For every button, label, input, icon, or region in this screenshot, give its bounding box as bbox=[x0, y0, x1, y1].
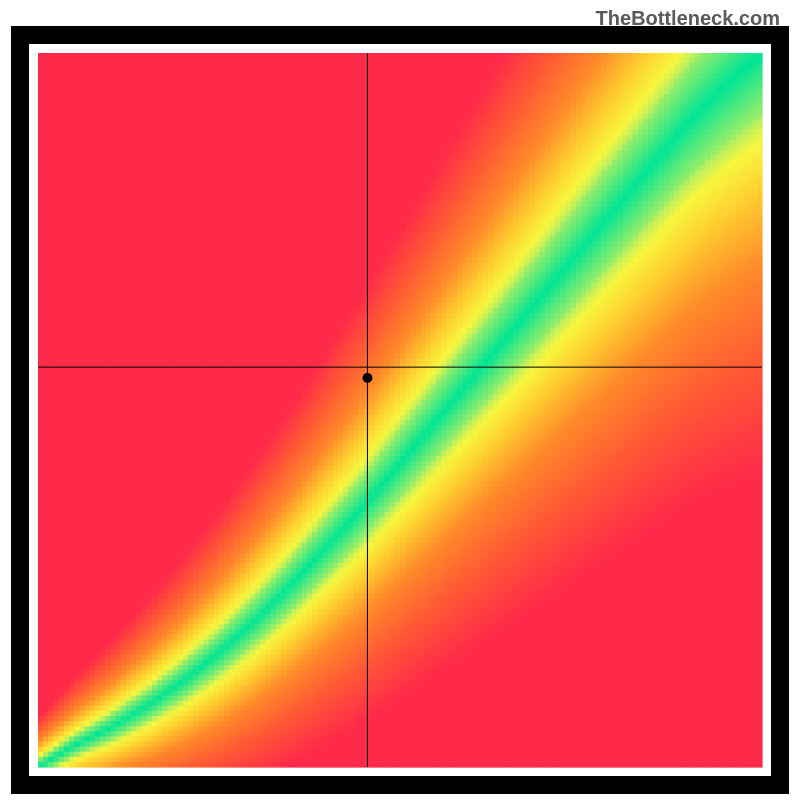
heatmap-cells bbox=[38, 53, 763, 768]
chart-container: TheBottleneck.com bbox=[0, 0, 800, 800]
heatmap-chart bbox=[0, 0, 800, 800]
marker-dot bbox=[362, 373, 372, 383]
watermark-text: TheBottleneck.com bbox=[596, 8, 780, 31]
